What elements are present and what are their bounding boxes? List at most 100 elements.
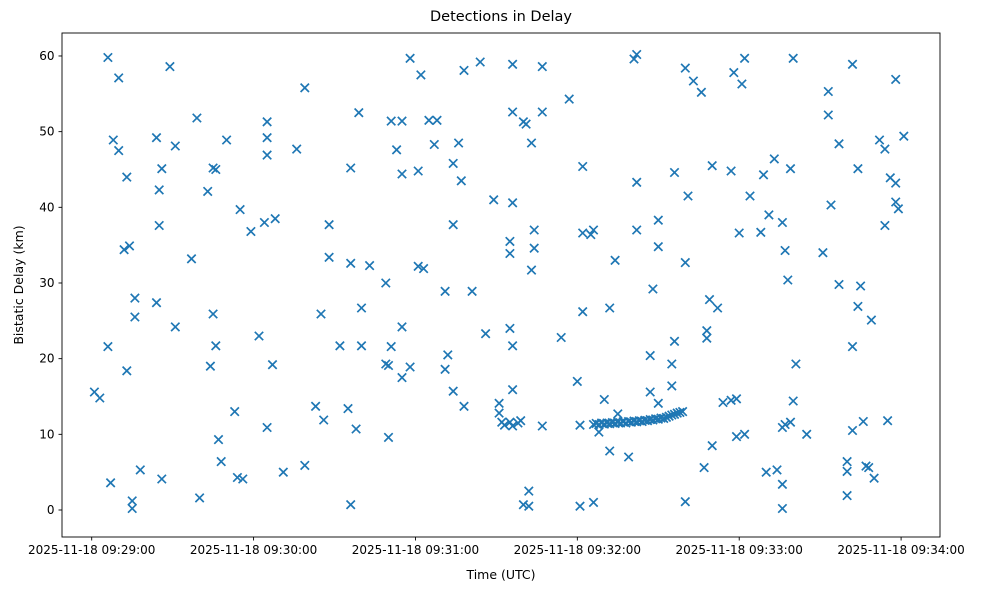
scatter-marker [769, 154, 780, 164]
scatter-marker [108, 135, 119, 145]
scatter-marker [788, 53, 799, 64]
scatter-marker [704, 294, 715, 305]
scatter-marker [699, 462, 709, 473]
scatter-marker [666, 381, 677, 391]
scatter-marker [113, 73, 124, 83]
scatter-marker [475, 57, 486, 67]
scatter-marker [262, 150, 272, 160]
scatter-marker [345, 163, 356, 173]
x-tick-label: 2025-11-18 09:33:00 [675, 543, 802, 557]
scatter-marker [418, 263, 429, 274]
scatter-marker [680, 63, 691, 73]
scatter-marker [631, 49, 642, 60]
scatter-marker [537, 61, 548, 72]
scatter-marker [858, 416, 869, 427]
scatter-marker [324, 252, 334, 263]
scatter-marker [866, 315, 877, 325]
scatter-marker [499, 420, 510, 431]
scatter-marker [237, 474, 248, 484]
scatter-marker [192, 113, 202, 123]
scatter-marker [577, 228, 588, 238]
scatter-marker [526, 265, 537, 275]
scatter-marker [364, 260, 375, 271]
scatter-marker [324, 219, 334, 230]
scatter-marker [210, 164, 221, 175]
scatter-marker [383, 432, 394, 443]
scatter-marker [853, 163, 863, 174]
scatter-marker [448, 158, 459, 169]
scatter-marker [834, 279, 844, 290]
scatter-marker [154, 185, 165, 195]
scatter-marker [345, 258, 356, 269]
scatter-marker [413, 261, 424, 272]
scatter-marker [151, 132, 162, 143]
chart-title: Detections in Delay [430, 9, 572, 25]
y-axis-ticks: 0 10 20 30 40 50 60 [39, 49, 62, 517]
scatter-marker [731, 393, 742, 404]
scatter-marker [154, 220, 165, 231]
scatter-marker [232, 472, 243, 483]
scatter-marker [575, 420, 585, 431]
scatter-marker [818, 247, 828, 258]
scatter-marker [761, 467, 772, 478]
scatter-marker [194, 493, 205, 503]
scatter-marker [505, 236, 515, 247]
scatter-marker [526, 138, 537, 148]
scatter-marker [588, 225, 599, 235]
scatter-marker [380, 278, 391, 288]
scatter-marker [788, 396, 799, 406]
scatter-marker [254, 331, 264, 341]
scatter-marker [529, 243, 540, 254]
scatter-marker [648, 284, 658, 294]
scatter-marker [299, 460, 310, 471]
scatter-marker [564, 94, 575, 104]
scatter-marker [880, 144, 890, 154]
scatter-marker [151, 297, 162, 308]
scatter-marker [785, 417, 796, 428]
scatter-marker [413, 166, 424, 176]
scatter-marker [801, 429, 812, 440]
scatter-marker [677, 406, 688, 417]
scatter-marker [777, 503, 788, 514]
scatter-marker [780, 419, 790, 430]
scatter-marker [680, 257, 691, 268]
scatter-marker [874, 135, 885, 145]
scatter-marker [575, 501, 585, 512]
scatter-marker [572, 376, 583, 387]
scatter-marker [672, 408, 683, 418]
scatter-marker [459, 401, 469, 412]
scatter-marker [623, 452, 634, 462]
scatter-marker [842, 490, 852, 501]
scatter-marker [842, 466, 852, 477]
scatter-marker [631, 225, 642, 235]
scatter-marker [645, 350, 656, 361]
scatter-marker [653, 215, 664, 226]
scatter-marker [890, 197, 901, 207]
scatter-marker [113, 145, 124, 156]
scatter-marker [213, 434, 224, 445]
x-tick-label: 2025-11-18 09:31:00 [352, 543, 479, 557]
scatter-marker [262, 422, 272, 433]
scatter-marker [229, 406, 240, 417]
scatter-marker [823, 86, 834, 97]
y-tick-label: 60 [39, 49, 54, 63]
scatter-marker [653, 241, 664, 252]
scatter-marker [599, 394, 610, 405]
scatter-marker [310, 401, 321, 412]
scatter-marker [397, 116, 407, 126]
scatter-marker [669, 409, 680, 420]
scatter-marker [890, 74, 901, 85]
scatter-marker [537, 421, 548, 431]
scatter-marker [669, 167, 680, 178]
scatter-marker [156, 163, 167, 174]
scatter-marker [135, 465, 146, 475]
scatter-marker [869, 473, 879, 484]
scatter-marker [335, 340, 345, 351]
scatter-marker [898, 131, 909, 142]
scatter-marker [855, 281, 866, 291]
scatter-marker [121, 365, 132, 376]
scatter-marker [507, 107, 518, 117]
scatter-marker [664, 411, 674, 422]
scatter-marker [221, 135, 232, 145]
y-tick-label: 0 [47, 503, 55, 517]
